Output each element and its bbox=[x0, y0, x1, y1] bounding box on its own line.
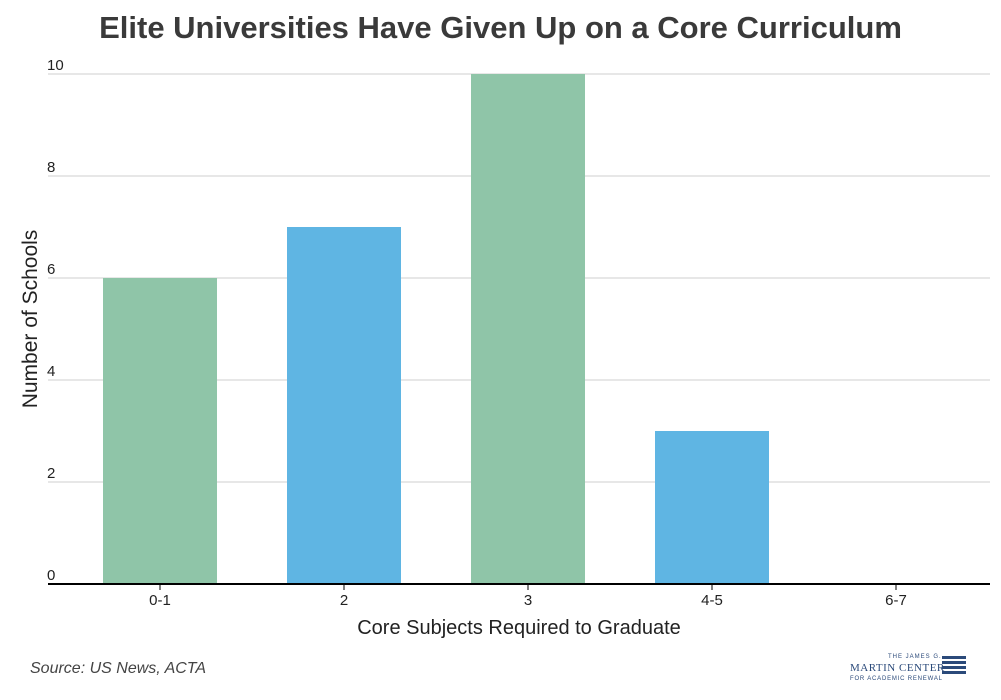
x-tick-label: 3 bbox=[524, 592, 532, 609]
y-tick-label: 8 bbox=[47, 159, 55, 176]
martin-center-logo: THE JAMES G. MARTIN CENTER FOR ACADEMIC … bbox=[848, 654, 968, 684]
x-axis-ticks: 0-1 2 3 4-5 6-7 bbox=[149, 584, 907, 609]
y-tick-label: 4 bbox=[47, 363, 55, 380]
bar-2 bbox=[287, 227, 401, 584]
logo-line-3: FOR ACADEMIC RENEWAL bbox=[850, 676, 943, 682]
y-axis-label: Number of Schools bbox=[19, 230, 42, 409]
x-axis-label: Core Subjects Required to Graduate bbox=[357, 617, 681, 639]
x-tick-label: 4-5 bbox=[701, 592, 723, 609]
y-axis-ticks: 0 2 4 6 8 10 bbox=[47, 57, 64, 584]
x-tick-label: 0-1 bbox=[149, 592, 171, 609]
logo-line-2: MARTIN CENTER bbox=[850, 662, 945, 674]
y-tick-label: 10 bbox=[47, 57, 64, 74]
x-tick-label: 2 bbox=[340, 592, 348, 609]
y-tick-label: 6 bbox=[47, 261, 55, 278]
source-note: Source: US News, ACTA bbox=[30, 660, 207, 677]
logo-line-1: THE JAMES G. bbox=[888, 654, 942, 660]
books-icon bbox=[942, 656, 966, 680]
x-tick-label: 6-7 bbox=[885, 592, 907, 609]
y-tick-label: 0 bbox=[47, 567, 55, 584]
bar-0-1 bbox=[103, 278, 217, 584]
bar-chart: 0 2 4 6 8 10 0-1 2 3 4-5 6-7 Core Subjects Requir… bbox=[19, 57, 990, 639]
bar-3 bbox=[471, 74, 585, 584]
bars bbox=[103, 74, 769, 584]
y-tick-label: 2 bbox=[47, 465, 55, 482]
chart-title: Elite Universities Have Given Up on a Co… bbox=[99, 10, 902, 45]
bar-4-5 bbox=[655, 431, 769, 584]
